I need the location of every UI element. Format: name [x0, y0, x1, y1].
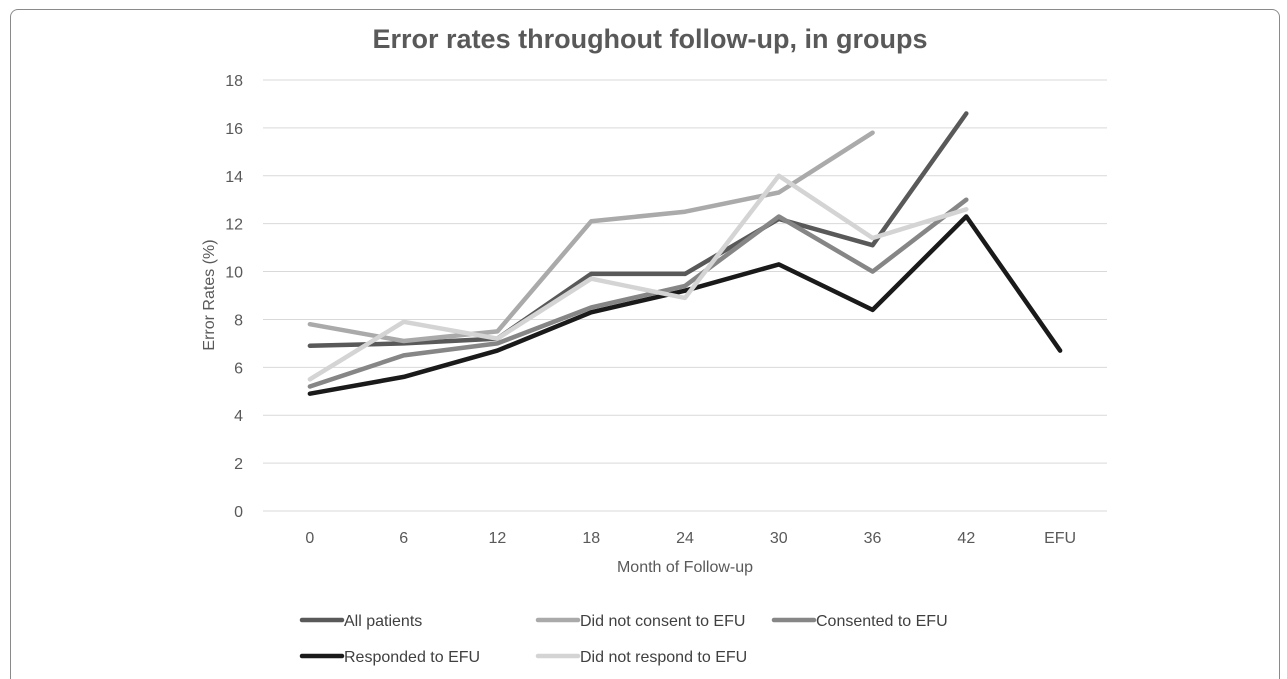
x-tick-label: 42	[957, 530, 975, 547]
series-line-consented-to-efu	[307, 197, 969, 389]
legend-label: Consented to EFU	[816, 613, 948, 630]
x-tick-label: 18	[582, 530, 600, 547]
y-tick-label: 2	[234, 456, 243, 473]
y-tick-label: 4	[234, 408, 243, 425]
chart-frame	[10, 9, 1280, 679]
y-tick-label: 10	[225, 265, 243, 282]
legend-label: All patients	[344, 613, 422, 630]
x-tick-label: EFU	[1044, 530, 1076, 547]
legend-label: Responded to EFU	[344, 649, 480, 666]
x-tick-label: 24	[676, 530, 694, 547]
y-tick-label: 18	[225, 73, 243, 90]
x-tick-label: 12	[489, 530, 507, 547]
x-tick-label: 6	[399, 530, 408, 547]
y-tick-label: 8	[234, 312, 243, 329]
series-line-did-not-respond-to-efu	[307, 173, 969, 382]
chart-title: Error rates throughout follow-up, in gro…	[373, 24, 928, 54]
gridlines	[263, 79, 1107, 512]
y-tick-label: 0	[234, 504, 243, 521]
y-tick-label: 12	[225, 217, 243, 234]
y-tick-label: 14	[225, 169, 243, 186]
legend-label: Did not consent to EFU	[580, 613, 745, 630]
y-tick-label: 16	[225, 121, 243, 138]
series-line-all-patients	[307, 111, 969, 349]
series-line-responded-to-efu	[307, 214, 1063, 396]
x-tick-label: 0	[305, 530, 314, 547]
legend: All patients Did not consent to EFU Consen…	[299, 613, 948, 666]
x-tick-label: 30	[770, 530, 788, 547]
y-axis-label: Error Rates (%)	[201, 239, 218, 350]
y-tick-label: 6	[234, 360, 243, 377]
series-line-did-not-consent-to-efu	[307, 130, 875, 344]
x-tick-label: 36	[864, 530, 882, 547]
y-axis-ticks: 0 2 4 6 8 10 12 14 16 18	[225, 73, 243, 521]
legend-label: Did not respond to EFU	[580, 649, 747, 666]
x-axis-ticks: 0 6 12 18 24 30 36 42 EFU	[305, 530, 1076, 547]
x-axis-label: Month of Follow-up	[617, 559, 753, 576]
series-lines	[307, 111, 1063, 396]
